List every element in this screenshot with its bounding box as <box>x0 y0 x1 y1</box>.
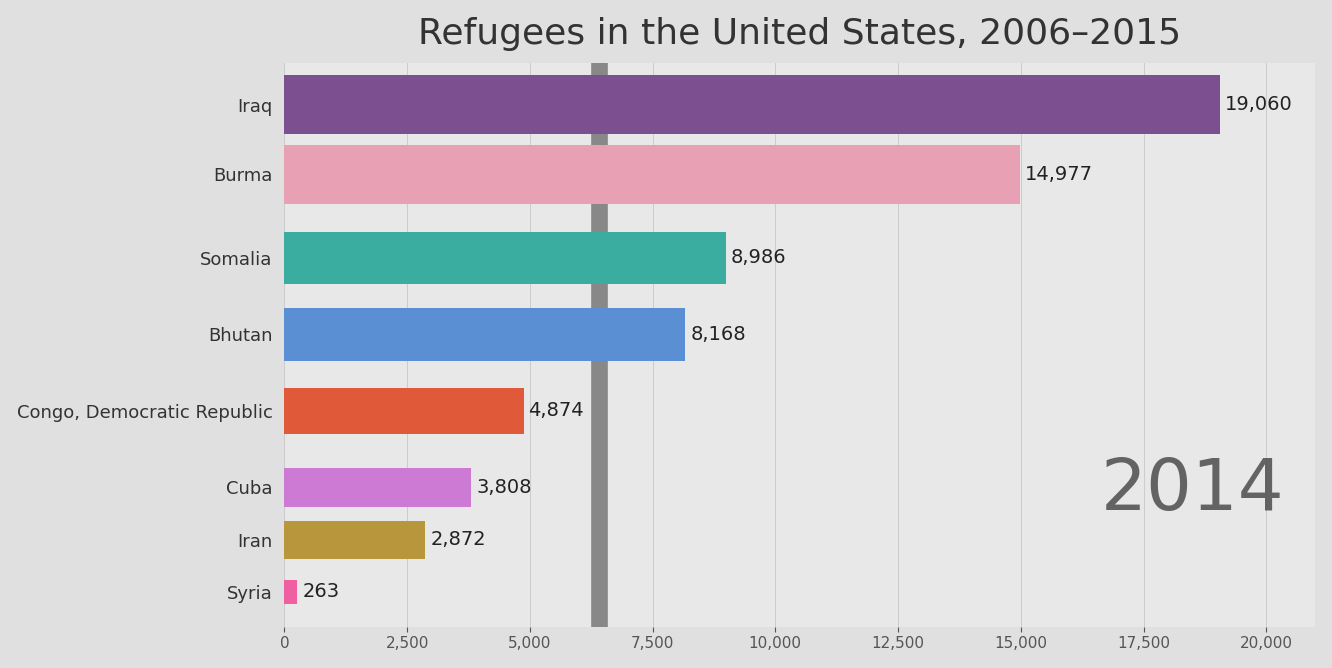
Text: 4,874: 4,874 <box>529 401 585 420</box>
Text: 263: 263 <box>302 582 340 601</box>
Text: 2014: 2014 <box>1100 456 1284 525</box>
Bar <box>284 468 472 506</box>
Bar <box>284 520 425 559</box>
Bar <box>284 232 726 284</box>
Bar <box>284 145 1019 204</box>
Text: 2,872: 2,872 <box>430 530 486 549</box>
Bar <box>284 75 1220 134</box>
Text: 19,060: 19,060 <box>1225 96 1293 114</box>
Bar <box>284 309 686 361</box>
Text: 3,808: 3,808 <box>477 478 531 497</box>
Text: 8,986: 8,986 <box>730 248 786 267</box>
Bar <box>284 388 523 434</box>
Text: 14,977: 14,977 <box>1024 165 1092 184</box>
Bar <box>284 580 297 604</box>
Text: 8,168: 8,168 <box>690 325 746 344</box>
Title: Refugees in the United States, 2006–2015: Refugees in the United States, 2006–2015 <box>418 17 1181 51</box>
